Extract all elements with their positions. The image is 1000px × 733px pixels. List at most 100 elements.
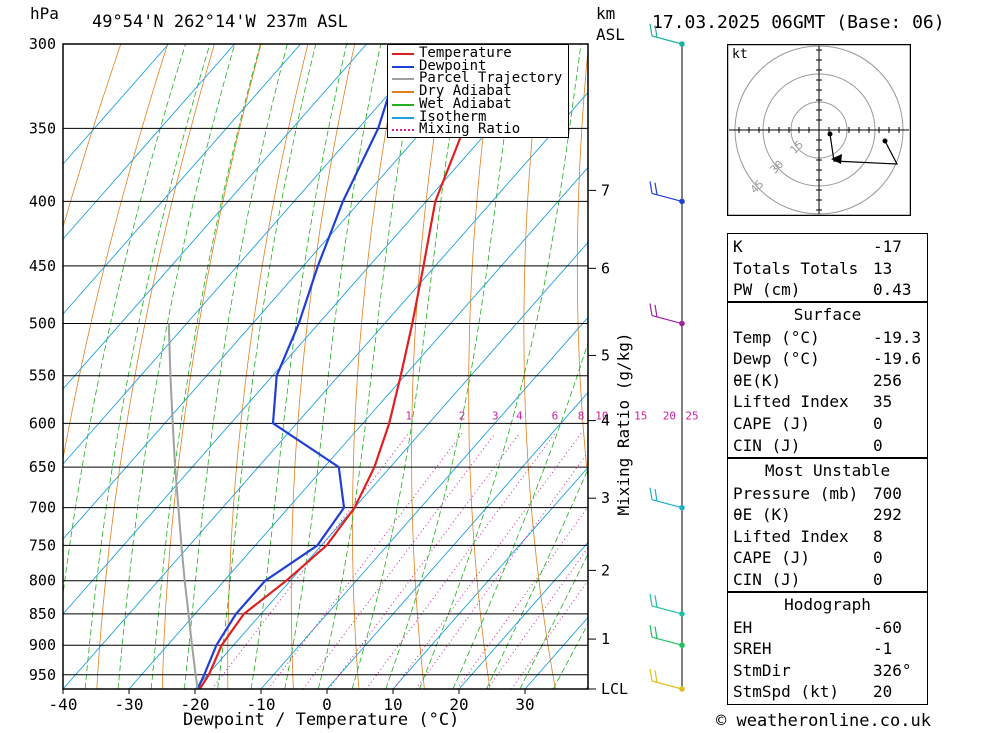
mixing-ratio-label: 20 — [663, 409, 676, 422]
legend-label: Parcel Trajectory — [419, 70, 563, 87]
wind-barb-feather — [654, 182, 658, 195]
mixing-ratio-label: 3 — [492, 409, 499, 422]
isotherm-line — [63, 44, 565, 615]
indices-value: -60 — [873, 617, 902, 637]
wet-adiabat-line — [184, 44, 288, 689]
height-tick-label: 5 — [601, 346, 610, 364]
legend-item: Isotherm — [388, 108, 568, 125]
wet-adiabat-line — [351, 44, 465, 689]
pressure-tick-label: 500 — [29, 315, 56, 333]
wet-adiabat-line — [486, 468, 588, 689]
isotherm-line — [591, 44, 720, 689]
wind-barb-feather — [654, 595, 658, 608]
legend-label: Isotherm — [419, 108, 487, 125]
legend-swatch — [392, 78, 414, 81]
indices-key: CAPE (J) — [733, 413, 811, 433]
indices-row: StmDir 326° — [728, 658, 927, 680]
indices-key: θE(K) — [733, 370, 782, 390]
indices-row: Temp (°C) -19.3 — [728, 325, 927, 347]
pressure-tick-label: 700 — [29, 499, 56, 517]
wind-barb-feather — [654, 626, 658, 639]
wet-adiabat-line — [117, 44, 236, 689]
indices-value: -1 — [873, 639, 893, 659]
dry-adiabat-line — [352, 44, 402, 689]
isotherm-line — [63, 44, 301, 315]
wet-adiabat-line — [63, 44, 186, 598]
wind-barb-feather — [649, 487, 653, 500]
isotherm-line — [63, 44, 169, 165]
indices-value: 256 — [873, 370, 902, 390]
indices-section-title: Hodograph — [784, 595, 871, 614]
indices-row: Pressure (mb) 700 — [728, 481, 927, 503]
height-tick-label: 4 — [601, 412, 610, 430]
pressure-tick-label: 750 — [29, 536, 56, 554]
isotherm-line — [657, 44, 720, 689]
indices-row: Lifted Index 35 — [728, 389, 927, 411]
dry-adiabat-line — [523, 44, 556, 689]
legend-swatch — [392, 53, 414, 55]
indices-row: Dewp (°C) -19.6 — [728, 346, 927, 368]
indices-key: Totals Totals — [733, 258, 859, 278]
isotherm-line — [260, 316, 588, 689]
indices-key: Dewp (°C) — [733, 349, 820, 369]
hodograph-trace — [829, 133, 899, 165]
mixing-ratio-line — [510, 579, 588, 689]
indices-value: 20 — [873, 682, 893, 702]
height-tick-label: 7 — [601, 181, 610, 199]
wind-barb-feather — [649, 625, 653, 638]
isotherm-line — [63, 44, 367, 390]
mixing-ratio-line — [365, 433, 556, 689]
height-tick-label: 2 — [601, 561, 610, 579]
indices-value: 326° — [873, 660, 912, 680]
plot-frame — [62, 43, 589, 690]
legend-item: Dewpoint — [388, 59, 568, 73]
legend-item: Mixing Ratio — [388, 121, 568, 138]
pressure-tick-label: 400 — [29, 192, 56, 210]
mixing-ratio-label: 1 — [405, 409, 412, 422]
isotherm-line — [63, 44, 235, 240]
asl-label: ASL — [596, 25, 625, 44]
pressure-tick-label: 550 — [29, 367, 56, 385]
dry-adiabat-line — [63, 44, 122, 229]
indices-value: 0 — [873, 548, 883, 568]
indices-value: 0 — [873, 413, 883, 433]
isotherm-line — [458, 541, 588, 689]
indices-value: 292 — [873, 505, 902, 525]
temperature-tick-label: 10 — [383, 695, 402, 714]
isotherm-line — [63, 91, 588, 689]
indices-row: EH -60 — [728, 615, 927, 637]
legend-label: Temperature — [419, 45, 512, 61]
mixing-ratio-label: 10 — [595, 409, 608, 422]
wet-adiabat-line — [150, 44, 261, 689]
pressure-tick-label: 650 — [29, 458, 56, 476]
indices-row: CAPE (J) 0 — [728, 545, 927, 567]
dry-adiabat-line — [161, 44, 262, 689]
legend-swatch — [392, 129, 414, 132]
wind-barb-staff — [651, 680, 683, 690]
wind-barb-staff — [651, 636, 683, 646]
isotherm-line — [326, 391, 588, 689]
pressure-tick-label: 950 — [29, 666, 56, 684]
indices-value: 13 — [873, 258, 893, 278]
wet-adiabat-line — [552, 623, 588, 689]
temperature-tick-label: 30 — [515, 695, 534, 714]
wind-barb-feather — [654, 488, 658, 502]
mixing-ratio-line — [393, 433, 582, 689]
dry-adiabat-line — [411, 44, 449, 689]
wind-barb-feather — [649, 23, 653, 37]
legend-label: Mixing Ratio — [419, 121, 521, 138]
hodograph-point — [882, 138, 888, 144]
indices-row: θE(K) 256 — [728, 368, 927, 390]
skewt-diagram: 1 2 3 4 6 8 10 15 20 2530035040045050055060065070… — [29, 23, 720, 714]
legend-swatch — [392, 103, 414, 106]
dry-adiabat-line — [227, 44, 309, 689]
indices-value: 0 — [873, 569, 883, 589]
indices-key: CIN (J) — [733, 569, 801, 589]
wind-barb-staff — [651, 314, 683, 325]
legend-swatch — [392, 116, 414, 119]
wet-adiabat-line — [284, 44, 382, 689]
x-axis-title: Dewpoint / Temperature (°C) — [183, 710, 460, 730]
wet-adiabat-line — [452, 341, 588, 689]
pressure-tick-label: 900 — [29, 636, 56, 654]
wind-barb-feather — [654, 670, 658, 683]
